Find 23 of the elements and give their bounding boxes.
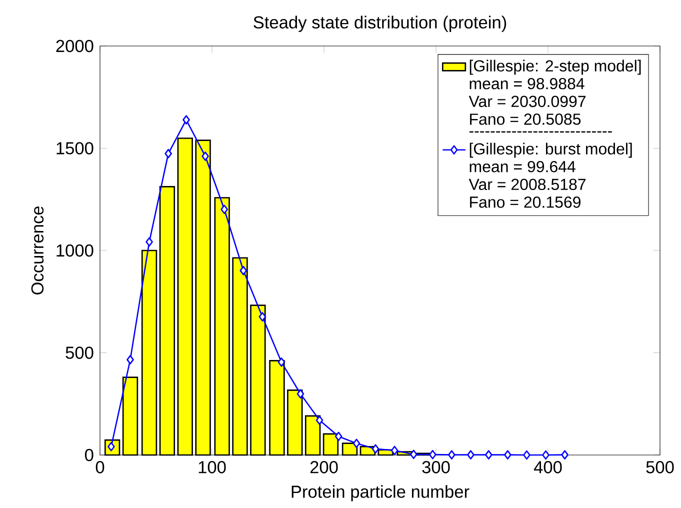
annotation: Var = 2008.5187 (468, 178, 586, 190)
x-tick-label: 0 (96, 461, 104, 474)
legend-label: [Gillespie: burst model] (470, 142, 632, 158)
annotation: Var = 2030.0997 (468, 96, 586, 108)
y-tick-label: 0 (84, 448, 94, 462)
y-tick-label: 1000 (56, 244, 94, 257)
annotation: --------------------------- (469, 131, 612, 133)
x-axis-title: Protein particle number (292, 485, 470, 502)
x-tick-label: 200 (310, 461, 338, 474)
x-tick-label: 300 (422, 461, 450, 474)
annotation: mean = 98.9884 (470, 78, 584, 90)
annotation: Fano = 20.5085 (470, 114, 581, 125)
x-tick-label: 400 (534, 461, 562, 474)
x-tick-label: 500 (646, 461, 674, 474)
annotation: Fano = 20.1569 (470, 196, 580, 208)
legend-label: [Gillespie: 2-step model] (470, 60, 641, 75)
chart-title: Steady state distribution (protein) (254, 16, 506, 32)
x-tick-label: 100 (198, 461, 226, 474)
annotation: mean = 99.644 (470, 160, 576, 172)
y-tick-label: 1500 (56, 142, 94, 154)
y-tick-label: 500 (66, 346, 94, 359)
y-tick-label: 2000 (56, 40, 94, 52)
y-axis-title: Occurrence (31, 206, 44, 294)
